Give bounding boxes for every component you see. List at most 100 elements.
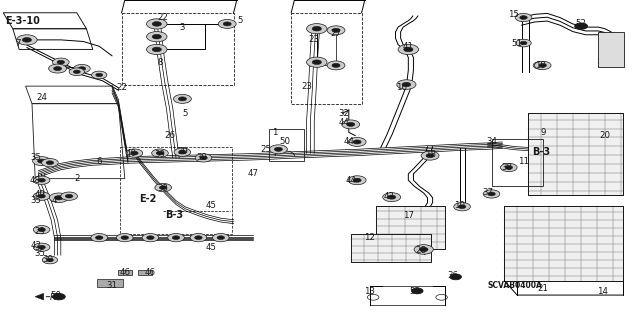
Circle shape	[126, 149, 143, 157]
Text: 18: 18	[424, 150, 436, 159]
Bar	[269, 129, 304, 161]
Text: 29: 29	[35, 227, 45, 236]
Circle shape	[121, 236, 129, 240]
Circle shape	[414, 245, 433, 254]
Circle shape	[96, 73, 102, 77]
Text: SCVAB0400A: SCVAB0400A	[488, 281, 543, 290]
Circle shape	[92, 71, 107, 79]
Circle shape	[269, 145, 287, 154]
Text: 31: 31	[106, 281, 118, 290]
Circle shape	[38, 159, 45, 163]
Circle shape	[483, 190, 500, 198]
Text: 47: 47	[247, 169, 259, 178]
Circle shape	[212, 234, 229, 242]
Circle shape	[38, 194, 45, 198]
Circle shape	[91, 234, 108, 242]
Text: 40: 40	[125, 149, 137, 158]
Circle shape	[421, 151, 439, 160]
Circle shape	[147, 19, 167, 29]
Circle shape	[520, 41, 527, 45]
Circle shape	[533, 62, 548, 69]
Circle shape	[147, 236, 154, 240]
Circle shape	[54, 67, 61, 70]
Text: 28: 28	[415, 246, 427, 255]
Circle shape	[52, 58, 69, 66]
Text: 39: 39	[196, 153, 207, 162]
Text: 11: 11	[518, 157, 529, 166]
Circle shape	[173, 94, 191, 103]
Circle shape	[116, 234, 133, 242]
Text: 5: 5	[237, 16, 243, 25]
Text: 7: 7	[15, 39, 20, 48]
Circle shape	[347, 122, 355, 126]
Circle shape	[38, 228, 45, 232]
Text: 13: 13	[364, 287, 376, 296]
Circle shape	[575, 23, 588, 29]
Circle shape	[49, 64, 67, 73]
Circle shape	[46, 161, 54, 165]
Text: 43: 43	[383, 192, 395, 201]
Bar	[376, 206, 445, 249]
Text: 44: 44	[343, 137, 355, 146]
Circle shape	[190, 234, 207, 242]
Circle shape	[195, 236, 202, 240]
Bar	[492, 139, 543, 186]
Text: 42: 42	[30, 241, 42, 250]
Text: 53: 53	[409, 287, 420, 296]
Circle shape	[74, 64, 90, 73]
Circle shape	[348, 176, 366, 185]
Circle shape	[33, 243, 50, 251]
Circle shape	[398, 44, 419, 55]
Text: 36: 36	[447, 271, 459, 280]
Circle shape	[342, 120, 360, 129]
Text: FR.: FR.	[50, 293, 63, 302]
Text: 3: 3	[180, 23, 185, 32]
Circle shape	[38, 178, 45, 182]
Text: 20: 20	[599, 131, 611, 140]
Circle shape	[33, 176, 50, 184]
Circle shape	[195, 154, 212, 162]
Circle shape	[47, 258, 53, 262]
Circle shape	[454, 203, 470, 211]
Circle shape	[156, 151, 164, 155]
Text: 52: 52	[575, 19, 587, 28]
Text: 35: 35	[30, 197, 42, 205]
Text: 8: 8	[157, 58, 163, 67]
Text: 32: 32	[339, 109, 350, 118]
Circle shape	[61, 192, 77, 200]
Text: 22: 22	[157, 13, 169, 22]
Circle shape	[33, 157, 51, 166]
Circle shape	[74, 70, 80, 73]
Text: 9: 9	[540, 128, 545, 137]
Circle shape	[412, 288, 423, 294]
Text: 2: 2	[74, 174, 79, 183]
Circle shape	[404, 47, 413, 52]
Bar	[504, 206, 623, 281]
Circle shape	[539, 63, 547, 67]
Text: 51: 51	[511, 39, 523, 48]
Text: 21: 21	[537, 284, 548, 293]
Circle shape	[38, 245, 45, 249]
Circle shape	[49, 193, 68, 203]
Circle shape	[488, 192, 495, 196]
Circle shape	[42, 159, 58, 167]
Text: 39: 39	[177, 147, 188, 156]
Polygon shape	[35, 293, 44, 300]
Text: 6: 6	[97, 157, 102, 166]
Bar	[504, 206, 623, 281]
Text: 10: 10	[454, 201, 465, 210]
Bar	[528, 113, 623, 195]
Circle shape	[515, 13, 532, 22]
Text: E-3-10: E-3-10	[5, 16, 40, 26]
Circle shape	[275, 147, 282, 151]
Text: 48: 48	[29, 176, 41, 185]
Circle shape	[159, 186, 167, 189]
Text: 19: 19	[536, 61, 546, 70]
Circle shape	[69, 68, 84, 76]
Circle shape	[22, 38, 31, 42]
Text: 16: 16	[396, 83, 408, 92]
Text: 26: 26	[164, 131, 175, 140]
Text: 34: 34	[486, 137, 497, 146]
Bar	[376, 206, 445, 249]
Circle shape	[327, 26, 345, 35]
